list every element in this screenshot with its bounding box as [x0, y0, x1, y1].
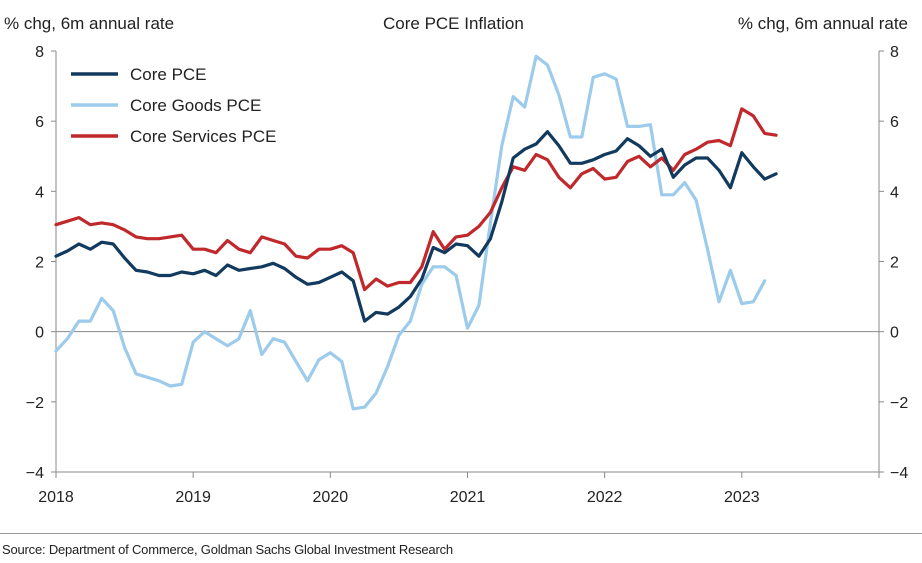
y-tick-label-left: 8: [35, 44, 44, 61]
series-line-core-pce: [54, 130, 778, 323]
y-tick-label-left: −2: [26, 395, 44, 412]
x-tick-label: 2023: [724, 489, 760, 506]
x-tick-label: 2022: [587, 489, 623, 506]
legend-label-core-goods-pce: Core Goods PCE: [130, 96, 261, 115]
y-tick-label-left: 2: [35, 255, 44, 272]
chart-title: Core PCE Inflation: [383, 14, 524, 33]
y-tick-label-left: 6: [35, 114, 44, 131]
x-tick-label: 2019: [175, 489, 211, 506]
right-axis-label: % chg, 6m annual rate: [737, 14, 908, 33]
y-tick-label-right: 4: [890, 184, 899, 201]
axes: 8 8 6 6 4 4 2 2 0 0 −2 −2 −4 −4 2018 2019 2020 2021 2022 20…: [26, 44, 909, 506]
legend: Core PCE Core Goods PCE Core Services PCE: [71, 65, 276, 146]
legend-label-core-services-pce: Core Services PCE: [130, 127, 276, 146]
y-tick-label-left: 4: [35, 184, 44, 201]
series-line-core-goods-pce: [54, 54, 767, 411]
y-tick-label-right: 8: [890, 44, 899, 61]
series-line-core-services-pce: [54, 107, 778, 292]
x-tick-label: 2018: [38, 489, 74, 506]
legend-label-core-pce: Core PCE: [130, 65, 207, 84]
source-note: Source: Department of Commerce, Goldman …: [2, 542, 453, 557]
source-divider: [0, 533, 922, 534]
y-tick-label-right: 6: [890, 114, 899, 131]
core-pce-line-chart: 8 8 6 6 4 4 2 2 0 0 −2 −2 −4 −4 2018 2019 2020 2021 2022 20…: [26, 44, 909, 506]
left-axis-label: % chg, 6m annual rate: [4, 14, 175, 33]
x-tick-label: 2020: [313, 489, 349, 506]
x-tick-label: 2021: [450, 489, 486, 506]
series-lines: [54, 54, 778, 411]
y-tick-label-left: −4: [26, 465, 44, 482]
y-tick-label-right: 2: [890, 255, 899, 272]
y-tick-label-right: −4: [890, 465, 908, 482]
y-tick-label-right: −2: [890, 395, 908, 412]
y-tick-label-right: 0: [890, 325, 899, 342]
y-tick-label-left: 0: [35, 325, 44, 342]
